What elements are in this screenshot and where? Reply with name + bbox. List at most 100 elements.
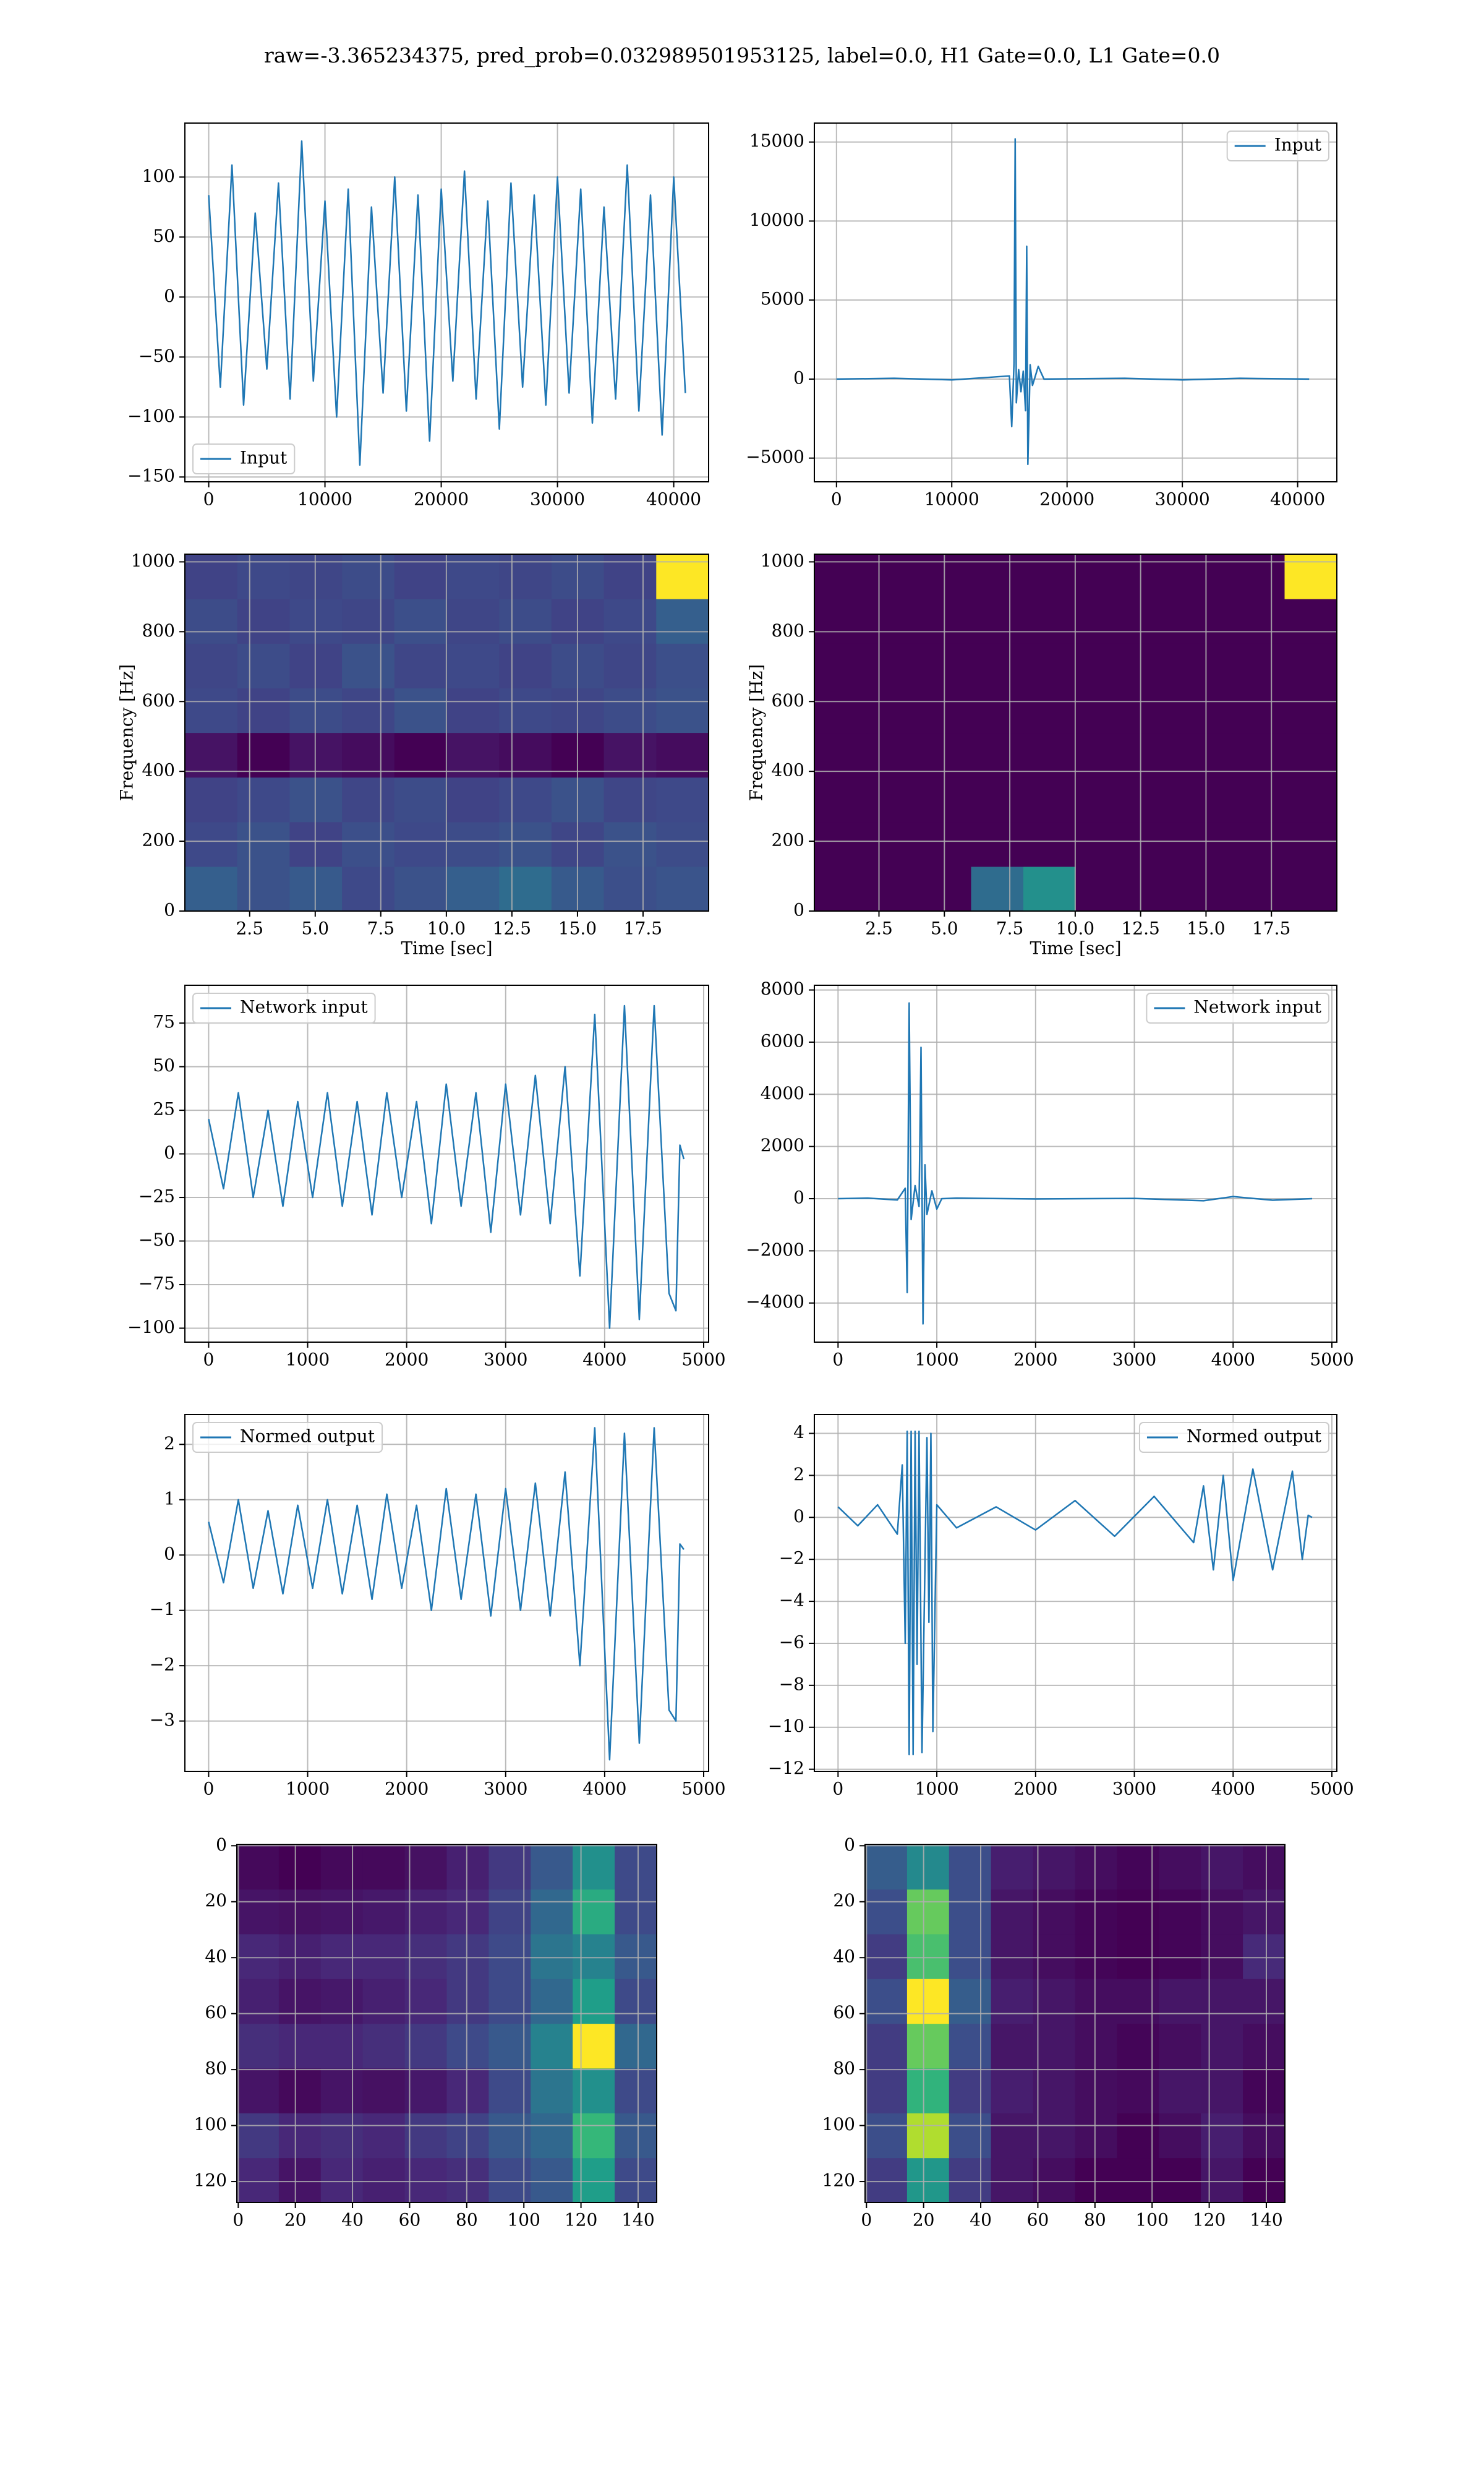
heatmap-cell bbox=[1159, 1889, 1201, 1935]
heatmap-cell bbox=[342, 777, 395, 823]
heatmap-cell bbox=[342, 643, 395, 688]
heatmap-cell bbox=[949, 2157, 992, 2203]
heatmap-cell bbox=[814, 688, 868, 734]
heatmap-cell bbox=[1033, 1844, 1076, 1890]
heatmap-cell bbox=[573, 2068, 615, 2113]
heatmap-cell bbox=[656, 777, 709, 823]
heatmap-cell bbox=[919, 643, 972, 688]
y-tick-label: −5000 bbox=[746, 447, 804, 467]
y-tick-label: 5000 bbox=[761, 289, 804, 309]
heatmap-cell bbox=[1128, 732, 1181, 778]
legend-label: Input bbox=[1274, 135, 1322, 155]
x-tick-label: 5000 bbox=[1310, 1779, 1354, 1799]
heatmap-cell bbox=[1159, 1933, 1201, 1979]
heatmap-cell bbox=[1128, 688, 1181, 734]
heatmap-cell bbox=[185, 554, 238, 599]
heatmap-cell bbox=[971, 866, 1024, 912]
heatmap-cell bbox=[991, 1979, 1034, 2024]
heatmap-cell bbox=[656, 688, 709, 734]
y-tick-label: 600 bbox=[142, 690, 175, 711]
heatmap-cell bbox=[656, 643, 709, 688]
heatmap-cell bbox=[499, 732, 552, 778]
heatmap-cell bbox=[991, 2157, 1034, 2203]
heatmap-cell bbox=[1075, 866, 1128, 912]
y-tick-label: 2 bbox=[164, 1433, 175, 1453]
x-tick-label: 3000 bbox=[1112, 1779, 1156, 1799]
heatmap-cell bbox=[656, 732, 709, 778]
x-tick-label: 5000 bbox=[1310, 1350, 1354, 1370]
heatmap-cell bbox=[1128, 554, 1181, 599]
heatmap-cell bbox=[278, 1889, 322, 1935]
subplot: 0 1000 2000 3000 4000 5000 −3 −2 −1 0 1 2 Normed out… bbox=[150, 1414, 726, 1799]
heatmap-cell bbox=[1243, 1889, 1286, 1935]
heatmap-cell bbox=[991, 1844, 1034, 1890]
y-tick-label: −50 bbox=[139, 1230, 175, 1250]
heatmap-cell bbox=[1023, 599, 1077, 644]
y-tick-label: 0 bbox=[164, 1142, 175, 1163]
y-tick-label: 50 bbox=[153, 226, 175, 246]
heatmap-cell bbox=[1159, 2068, 1201, 2113]
y-tick-label: 200 bbox=[772, 830, 804, 850]
heatmap-cell bbox=[404, 2023, 448, 2069]
heatmap-cell bbox=[1117, 2157, 1159, 2203]
x-tick-label: 4000 bbox=[1211, 1779, 1255, 1799]
heatmap-cell bbox=[1075, 599, 1128, 644]
heatmap-cell bbox=[1284, 554, 1337, 599]
y-tick-label: −10 bbox=[768, 1716, 804, 1736]
heatmap-cell bbox=[615, 2157, 657, 2203]
heatmap-cell bbox=[971, 643, 1024, 688]
x-tick-label: 2000 bbox=[385, 1779, 429, 1799]
y-tick-label: 40 bbox=[205, 1946, 227, 1967]
heatmap-cell bbox=[1284, 599, 1337, 644]
legend-label: Network input bbox=[240, 997, 368, 1017]
heatmap-cell bbox=[1232, 599, 1286, 644]
y-tick-label: −2000 bbox=[746, 1239, 804, 1260]
heatmap-cell bbox=[906, 1844, 950, 1890]
heatmap-cell bbox=[949, 1889, 992, 1935]
y-tick-label: 75 bbox=[153, 1012, 175, 1032]
heatmap-cell bbox=[488, 2157, 531, 2203]
x-tick-label: 0 bbox=[832, 1779, 843, 1799]
x-tick-label: 1000 bbox=[286, 1350, 330, 1370]
axes-frame bbox=[814, 985, 1337, 1343]
heatmap-cell bbox=[603, 688, 657, 734]
heatmap-cell bbox=[906, 1933, 950, 1979]
heatmap-cell bbox=[446, 554, 500, 599]
heatmap-cell bbox=[362, 2068, 406, 2113]
heatmap-cell bbox=[446, 2068, 489, 2113]
heatmap-cell bbox=[866, 643, 919, 688]
heatmap-cell bbox=[865, 1933, 908, 1979]
subplot: 0 1000 2000 3000 4000 5000 −4000 −2000 0 2000 4000… bbox=[746, 978, 1354, 1369]
heatmap-cell bbox=[278, 2113, 322, 2159]
x-tick-label: 10.0 bbox=[427, 918, 466, 939]
heatmap-cell bbox=[573, 1979, 615, 2024]
heatmap-cell bbox=[237, 688, 290, 734]
y-tick-label: 25 bbox=[153, 1099, 175, 1119]
heatmap-cell bbox=[342, 732, 395, 778]
heatmap-cell bbox=[866, 688, 919, 734]
heatmap-cell bbox=[615, 2023, 657, 2069]
heatmap-cell bbox=[865, 2068, 908, 2113]
heatmap-cell bbox=[1159, 2113, 1201, 2159]
heatmap-cell bbox=[1075, 1933, 1117, 1979]
y-tick-label: −1 bbox=[150, 1599, 175, 1619]
x-tick-label: 30000 bbox=[530, 489, 585, 510]
heatmap-cell bbox=[289, 554, 343, 599]
heatmap-cell bbox=[814, 643, 868, 688]
heatmap-cell bbox=[1033, 1889, 1076, 1935]
heatmap-cell bbox=[573, 1889, 615, 1935]
heatmap-cell bbox=[1232, 777, 1286, 823]
heatmap-cell bbox=[906, 1979, 950, 2024]
heatmap-cell bbox=[289, 732, 343, 778]
y-tick-label: 100 bbox=[822, 2114, 855, 2134]
heatmap-cell bbox=[278, 2068, 322, 2113]
heatmap-cell bbox=[237, 777, 290, 823]
heatmap-cell bbox=[488, 2068, 531, 2113]
heatmap-cell bbox=[866, 866, 919, 912]
heatmap-cell bbox=[603, 732, 657, 778]
x-tick-label: 60 bbox=[1027, 2210, 1049, 2230]
heatmap-cell bbox=[919, 688, 972, 734]
x-tick-label: 10.0 bbox=[1056, 918, 1094, 939]
heatmap-cell bbox=[499, 643, 552, 688]
